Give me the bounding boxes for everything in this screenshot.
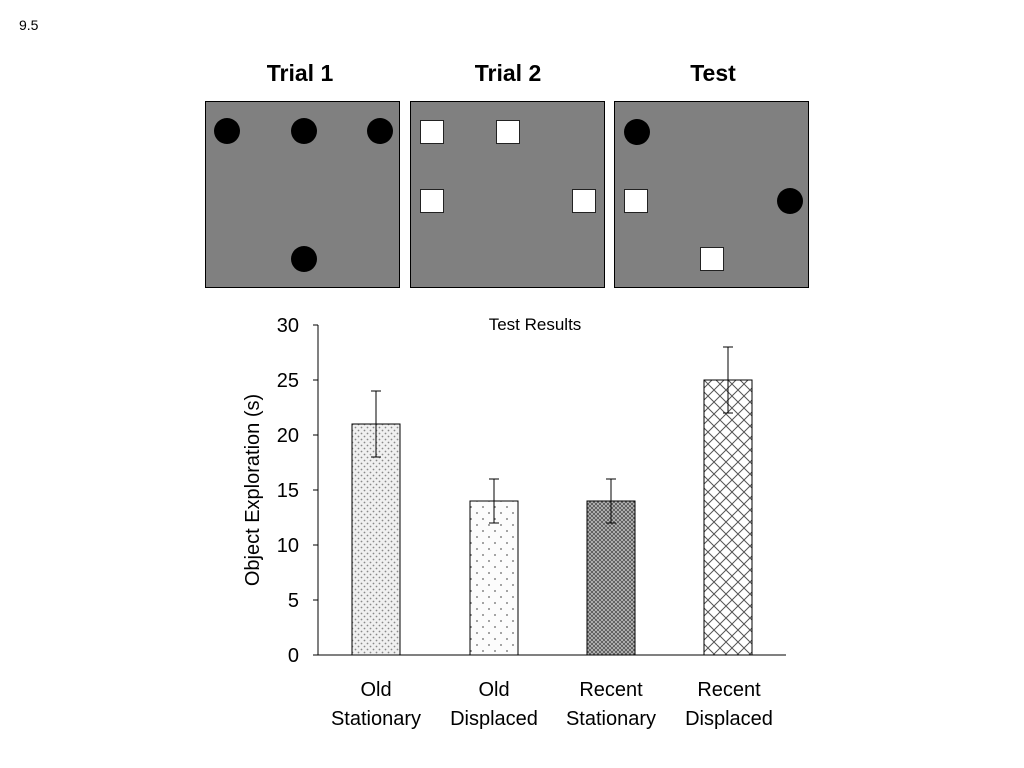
object-square <box>496 120 520 144</box>
arena-test <box>614 101 809 288</box>
y-tick-label: 15 <box>277 480 299 502</box>
arena-trial-1 <box>205 101 400 288</box>
bar <box>351 423 401 656</box>
category-label: Old Displaced <box>429 676 559 734</box>
category-label-line2: Displaced <box>685 708 773 730</box>
chart-title: Test Results <box>489 315 582 334</box>
panel-title-trial-2: Trial 2 <box>474 60 542 86</box>
category-label-line2: Displaced <box>450 708 538 730</box>
object-circle <box>291 246 317 272</box>
object-circle <box>214 118 240 144</box>
y-tick-label: 30 <box>277 315 299 337</box>
category-label-line2: Stationary <box>330 708 422 730</box>
y-tick-label: 20 <box>277 425 299 447</box>
y-tick-label: 10 <box>277 535 299 557</box>
y-tick-label: 0 <box>288 645 299 667</box>
panel-title-trial-1: Trial 1 <box>266 60 334 86</box>
bar <box>703 379 753 656</box>
object-circle <box>367 118 393 144</box>
category-label: Recent Stationary <box>546 676 676 734</box>
category-label-line2: Stationary <box>565 708 657 730</box>
category-label-line1: Old <box>360 679 392 701</box>
object-circle <box>777 188 803 214</box>
object-square <box>700 247 724 271</box>
object-circle <box>291 118 317 144</box>
object-square <box>572 189 596 213</box>
category-label-line1: Old <box>478 679 510 701</box>
slide-number: 9.5 <box>19 17 39 33</box>
object-circle <box>624 119 650 145</box>
category-label: Old Stationary <box>311 676 441 734</box>
object-square <box>624 189 648 213</box>
category-label-line1: Recent <box>697 679 761 701</box>
object-square <box>420 120 444 144</box>
y-tick-label: 25 <box>277 370 299 392</box>
bar <box>586 500 636 656</box>
bar <box>469 500 519 656</box>
panel-title-test: Test <box>690 60 736 86</box>
category-label: Recent Displaced <box>664 676 794 734</box>
category-label-line1: Recent <box>579 679 643 701</box>
y-tick-label: 5 <box>288 590 299 612</box>
y-axis-label: Object Exploration (s) <box>242 394 264 586</box>
object-square <box>420 189 444 213</box>
arena-trial-2 <box>410 101 605 288</box>
